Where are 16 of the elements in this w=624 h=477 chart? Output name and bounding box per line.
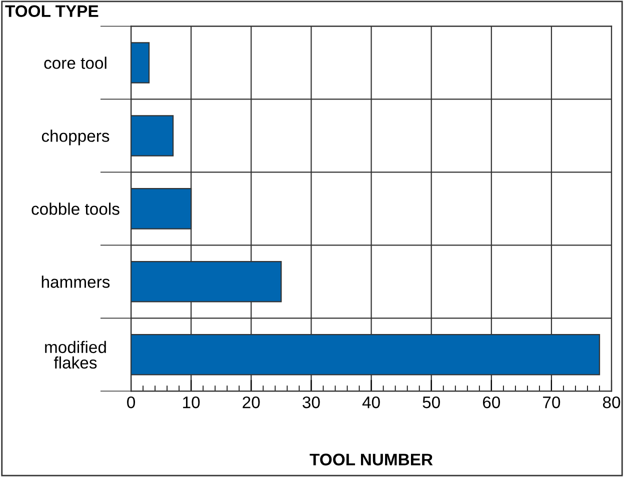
x-tick-label: 70 [543,396,560,408]
y-tick-label: hammers [42,276,110,288]
x-tick-label: 40 [362,396,380,408]
x-tick-label: 50 [422,396,440,408]
y-tick-label: core tool [44,56,106,69]
x-tick-label: 20 [242,396,260,408]
x-tick-label: 10 [183,396,200,408]
x-tick-label: 60 [482,396,500,408]
x-tick-label: 0 [127,396,136,408]
y-tick-label: cobble tools [32,202,120,215]
y-tick-label: modified flakes [45,340,106,369]
x-tick-label: 80 [602,396,620,408]
y-tick-label: choppers [42,130,110,146]
y-axis-title: TOOL TYPE [5,5,98,18]
x-tick-label: 30 [302,396,320,408]
x-axis-title: TOOL NUMBER [310,454,433,466]
